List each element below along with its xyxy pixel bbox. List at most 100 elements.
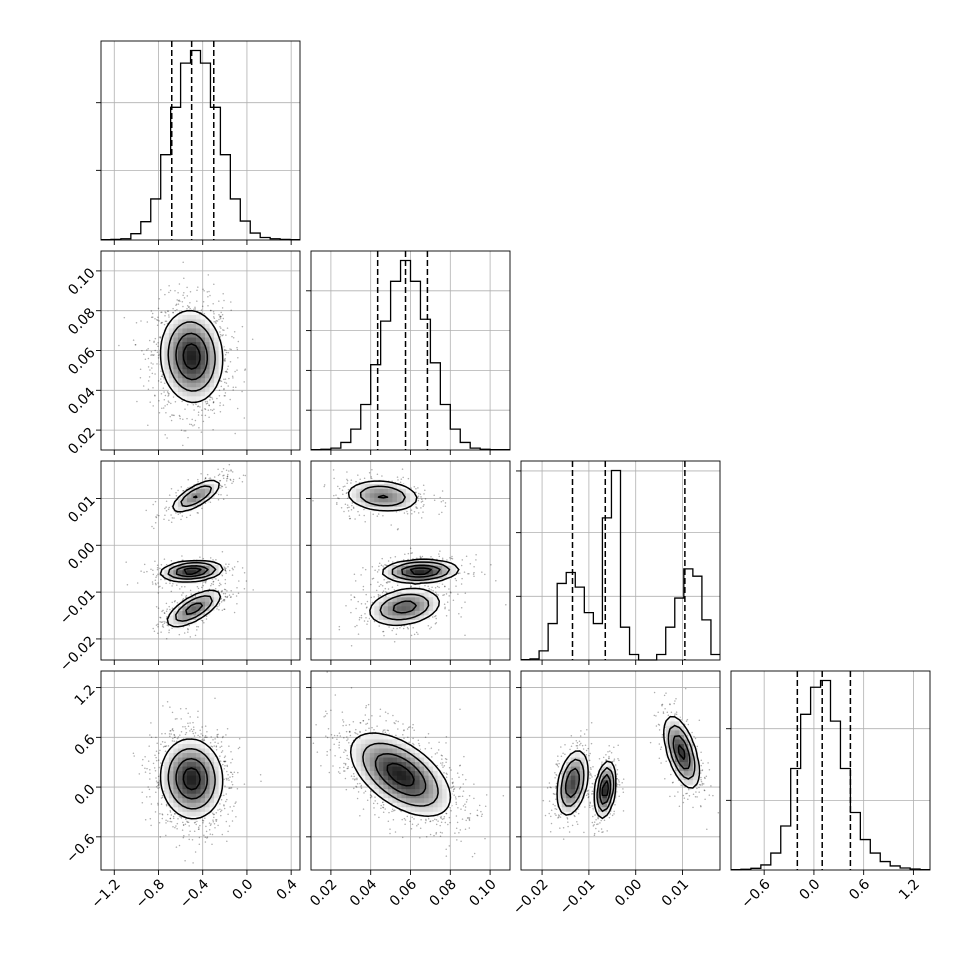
sample-point (221, 313, 224, 316)
sample-point (168, 401, 170, 404)
sample-point (457, 572, 460, 574)
density-cell (173, 359, 179, 365)
contour-level-0 (347, 480, 460, 627)
sample-point (222, 599, 224, 602)
sample-point (420, 517, 423, 519)
sample-point (172, 582, 174, 585)
sample-point (357, 633, 360, 635)
sample-point (475, 553, 477, 556)
sample-point (463, 571, 466, 573)
density-cell (415, 578, 421, 584)
sample-point (420, 557, 422, 559)
sample-point (183, 489, 185, 492)
density-cell (159, 345, 165, 352)
density-cell (205, 592, 211, 598)
sample-point (160, 631, 162, 633)
sample-point (430, 589, 432, 591)
density-cell (209, 483, 215, 489)
density-cell (378, 601, 384, 607)
sample-point (221, 574, 224, 577)
sample-point (167, 625, 170, 627)
sample-point (424, 584, 426, 587)
sample-point (323, 485, 325, 488)
density-cell (419, 601, 425, 607)
density-cell (191, 377, 197, 383)
sample-point (169, 735, 171, 737)
sample-point (223, 566, 226, 569)
density-cell (182, 327, 188, 334)
sample-point (179, 300, 181, 302)
sample-point (442, 500, 444, 502)
sample-point (170, 514, 172, 516)
sample-point (490, 563, 492, 566)
density-cell (378, 614, 384, 620)
density-cell (218, 355, 224, 361)
sample-point (505, 604, 507, 606)
sample-point (174, 309, 176, 312)
density-cell (392, 488, 398, 494)
sample-point (473, 565, 475, 568)
panel-frame (310, 460, 511, 661)
sample-point (378, 625, 380, 627)
sample-point (223, 360, 226, 362)
sample-point (220, 311, 222, 314)
sample-point (353, 573, 356, 575)
sample-point (381, 475, 383, 477)
sample-point (441, 511, 443, 514)
sample-point (434, 587, 437, 589)
sample-point (387, 560, 390, 562)
sample-point (161, 813, 163, 815)
density-cell (173, 574, 179, 580)
sample-point (161, 817, 164, 820)
sample-point (233, 771, 236, 773)
density-cell (214, 332, 220, 338)
density-cell (177, 345, 184, 352)
density-cell (164, 364, 170, 370)
sample-point (222, 292, 224, 295)
sample-point (225, 800, 227, 803)
sample-point (237, 357, 239, 359)
density-cell (374, 610, 380, 616)
density-cell (410, 610, 416, 616)
sample-point (157, 345, 159, 347)
density-cell (191, 309, 197, 315)
sample-point (215, 578, 217, 580)
sample-point (168, 392, 170, 395)
sample-point (224, 378, 227, 380)
sample-point (168, 605, 170, 608)
density-cell (396, 506, 403, 512)
sample-point (226, 477, 229, 479)
sample-point (370, 596, 373, 599)
sample-point (337, 497, 339, 499)
sample-point (347, 510, 350, 512)
sample-point (223, 299, 225, 302)
sample-point (172, 312, 174, 314)
sample-point (460, 607, 463, 609)
density-cell (186, 373, 193, 379)
sample-point (197, 512, 199, 514)
density-cell (383, 605, 389, 611)
sample-point (161, 814, 164, 816)
sample-point (184, 596, 187, 598)
sample-point (206, 473, 209, 476)
sample-point (217, 824, 219, 827)
sample-point (221, 320, 223, 322)
sample-point (237, 560, 239, 563)
density-cell (159, 341, 165, 347)
sample-point (241, 480, 244, 483)
sample-point (189, 307, 191, 310)
sample-point (211, 398, 214, 400)
sample-point (410, 585, 413, 587)
sample-point (406, 512, 409, 515)
density-cell (396, 569, 403, 575)
sample-point (224, 569, 227, 572)
sample-point (417, 487, 419, 489)
sample-point (156, 568, 159, 571)
sample-point (181, 400, 183, 403)
density-cell (378, 501, 384, 507)
sample-point (200, 473, 202, 475)
sample-point (165, 582, 167, 584)
sample-point (170, 521, 173, 523)
density-cell (218, 359, 224, 365)
density-cell (168, 373, 174, 379)
